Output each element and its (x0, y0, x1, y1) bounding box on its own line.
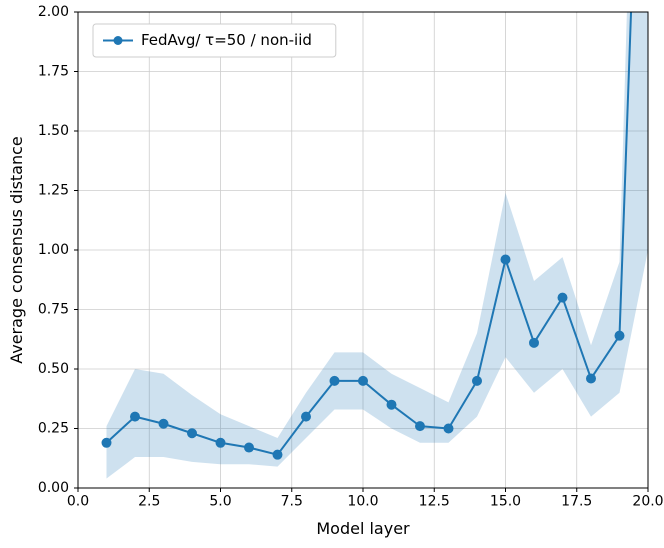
y-axis-label: Average consensus distance (7, 136, 26, 364)
legend: FedAvg/ τ=50 / non-iid (93, 24, 336, 57)
svg-text:7.5: 7.5 (281, 494, 303, 510)
svg-text:0.75: 0.75 (38, 302, 69, 318)
svg-text:0.25: 0.25 (38, 421, 69, 437)
svg-text:1.75: 1.75 (38, 64, 69, 80)
legend-label: FedAvg/ τ=50 / non-iid (141, 31, 312, 49)
svg-text:12.5: 12.5 (419, 494, 450, 510)
svg-text:15.0: 15.0 (490, 494, 521, 510)
svg-text:2.5: 2.5 (138, 494, 160, 510)
svg-text:0.00: 0.00 (38, 480, 69, 496)
svg-text:1.50: 1.50 (38, 123, 69, 139)
svg-text:17.5: 17.5 (561, 494, 592, 510)
line-chart: 0.0 2.5 5.0 7.5 10.0 12.5 15.0 17.5 20.0 0.00 0.25… (0, 0, 664, 548)
svg-text:1.25: 1.25 (38, 183, 69, 199)
svg-text:20.0: 20.0 (632, 494, 663, 510)
svg-text:0.0: 0.0 (67, 494, 89, 510)
svg-text:0.50: 0.50 (38, 361, 69, 377)
svg-text:1.00: 1.00 (38, 242, 69, 258)
svg-text:10.0: 10.0 (347, 494, 378, 510)
svg-text:2.00: 2.00 (38, 4, 69, 20)
chart-container: 0.0 2.5 5.0 7.5 10.0 12.5 15.0 17.5 20.0 0.00 0.25… (0, 0, 664, 548)
x-axis-label: Model layer (316, 519, 410, 538)
legend-swatch-marker (114, 36, 123, 45)
svg-text:5.0: 5.0 (209, 494, 231, 510)
